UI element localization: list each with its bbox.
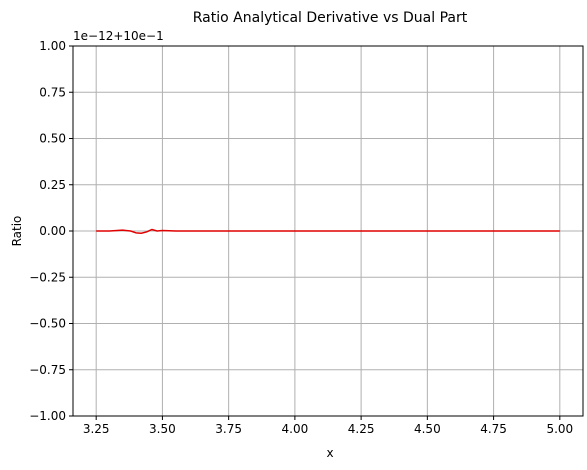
y-tick-label: 0.00 [39,224,66,238]
y-axis-label: Ratio [10,216,24,247]
y-tick-label: −0.75 [29,363,66,377]
x-tick-label: 5.00 [546,422,573,436]
x-tick-label: 4.75 [480,422,507,436]
x-tick-label: 4.25 [348,422,375,436]
y-tick-label: 1.00 [39,39,66,53]
y-tick-label: 0.50 [39,132,66,146]
x-tick-label: 3.25 [83,422,110,436]
data-layer [96,228,560,234]
y-tick-label: 0.25 [39,178,66,192]
y-axis: −1.00 −0.75 −0.50 −0.25 0.00 0.25 0.50 0.75 1.00 [29,39,73,423]
y-tick-label: 0.75 [39,85,66,99]
offset-text: 1e−12+10e−1 [73,29,164,43]
chart-title: Ratio Analytical Derivative vs Dual Part [193,10,468,26]
x-axis: 3.25 3.50 3.75 4.00 4.25 4.50 4.75 5.00 [83,416,573,436]
y-tick-label: −0.25 [29,270,66,284]
y-tick-label: −1.00 [29,409,66,423]
x-tick-label: 3.50 [149,422,176,436]
x-tick-label: 3.75 [215,422,242,436]
x-axis-label: x [326,446,333,460]
x-tick-label: 4.50 [414,422,441,436]
x-tick-label: 4.00 [282,422,309,436]
series-line [96,228,560,234]
y-tick-label: −0.50 [29,317,66,331]
